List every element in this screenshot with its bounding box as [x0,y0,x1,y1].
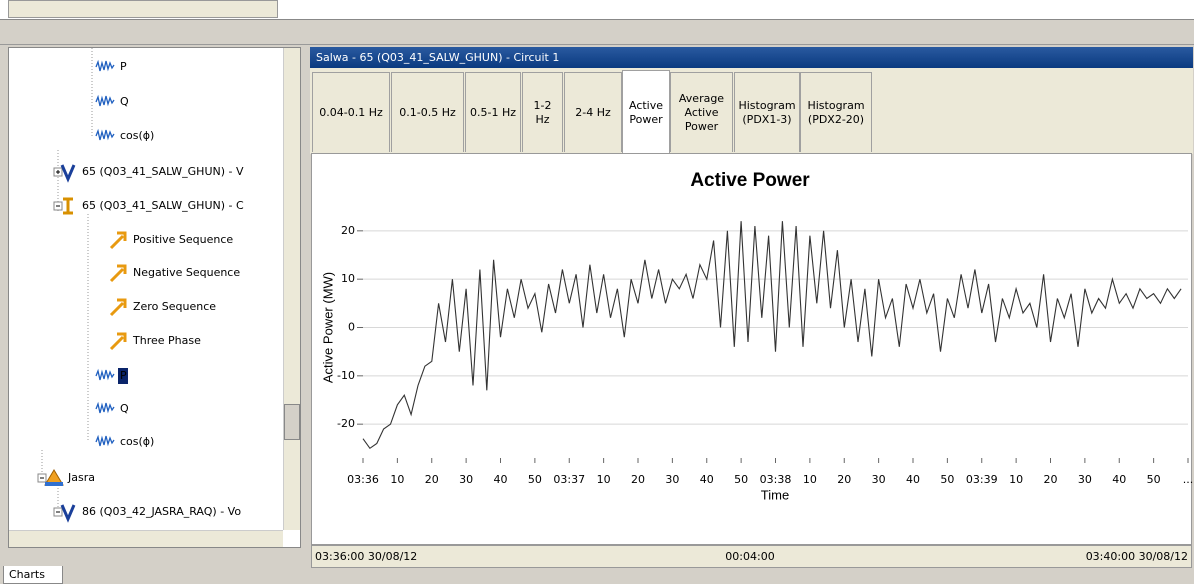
tab[interactable]: 0.04-0.1 Hz [312,72,390,152]
x-tick-label: 50 [528,473,542,486]
tab[interactable]: Average Active Power [670,72,733,152]
tree-item[interactable]: Zero Sequence [133,300,216,313]
y-axis-label: Active Power (MW) [320,272,335,383]
x-tick-label: 10 [1009,473,1023,486]
sequence-icon [109,231,127,250]
x-tick-label: 40 [906,473,920,486]
wave-icon [95,128,115,141]
tab[interactable]: 0.5-1 Hz [465,72,521,152]
tree-item[interactable]: Three Phase [132,334,201,347]
chart-title: Active Power [690,170,810,191]
x-tick-label: 03:38 [760,473,792,486]
x-tick-label: ... [1183,473,1194,486]
x-tick-label: 10 [803,473,817,486]
wave-icon [95,434,115,447]
tree-item[interactable]: P [120,369,127,382]
x-tick-label: 30 [665,473,679,486]
x-tick-label: 30 [872,473,886,486]
tree-item[interactable]: Negative Sequence [133,266,240,279]
data-line [362,221,1182,450]
x-tick-label: 40 [1112,473,1126,486]
x-axis-label: Time [761,487,789,502]
wave-icon [95,94,115,107]
status-duration: 00:04:00 [725,550,774,563]
x-tick-label: 40 [700,473,714,486]
chart-area [311,153,1192,545]
voltage-icon [60,164,76,183]
panel-title: Salwa - 65 (Q03_41_SALW_GHUN) - Circuit … [316,51,560,64]
x-tick-label: 10 [390,473,404,486]
tree-item[interactable]: 65 (Q03_41_SALW_GHUN) - C [82,199,244,212]
tree-item[interactable]: P [120,60,127,73]
tab[interactable]: 0.1-0.5 Hz [391,72,464,152]
wave-icon [95,401,115,414]
tree-item[interactable]: 65 (Q03_41_SALW_GHUN) - V [82,165,244,178]
x-tick-label: 50 [940,473,954,486]
bottom-tab-label[interactable]: Charts [9,568,45,581]
tree-item[interactable]: Jasra [67,471,95,484]
wave-icon [95,368,115,381]
tree-item[interactable]: Positive Sequence [133,233,233,246]
x-tick-label: 03:37 [553,473,585,486]
y-tick-label: 0 [348,321,355,334]
x-tick-label: 20 [1044,473,1058,486]
x-tick-label: 20 [631,473,645,486]
sequence-icon [109,264,127,283]
status-start: 03:36:00 30/08/12 [315,550,417,563]
splitter [0,20,1194,45]
x-tick-label: 03:36 [347,473,379,486]
selection [118,368,128,384]
current-icon [63,197,73,215]
y-tick-label: 10 [341,272,355,285]
wave-icon [95,59,115,72]
x-tick-label: 30 [1078,473,1092,486]
x-tick-label: 10 [597,473,611,486]
sequence-icon [109,332,127,351]
x-tick-label: 20 [425,473,439,486]
sequence-icon [109,298,127,317]
tree-lines [41,48,93,512]
tree-item[interactable]: 86 (Q03_42_JASRA_RAQ) - Vo [82,505,241,518]
y-tick-label: -20 [337,417,355,430]
tree-item[interactable]: Q [120,95,129,108]
panel-title-bar [310,47,1193,68]
tab[interactable]: Histogram (PDX1-3) [734,72,800,152]
tree-item[interactable]: cos(ϕ) [120,129,154,142]
x-tick-label: 50 [1147,473,1161,486]
x-tick-label: 40 [494,473,508,486]
x-tick-label: 03:39 [966,473,998,486]
station-base [45,482,63,486]
top-toolbar [0,0,1194,20]
scroll-thumb[interactable] [284,404,300,440]
top-combo[interactable] [8,0,278,18]
tab[interactable]: 1-2 Hz [522,72,563,152]
tab[interactable]: Active Power [622,70,670,154]
tab[interactable]: Histogram (PDX2-20) [800,72,872,152]
tree-item[interactable]: cos(ϕ) [120,435,154,448]
status-bar [311,545,1192,568]
tree-item[interactable]: Q [120,402,129,415]
y-tick-label: 20 [341,224,355,237]
x-tick-label: 30 [459,473,473,486]
x-tick-label: 50 [734,473,748,486]
status-end: 03:40:00 30/08/12 [1086,550,1188,563]
y-tick-label: -10 [337,369,355,382]
tree-pane [8,47,301,548]
h-scrollbar[interactable] [9,530,283,547]
voltage-icon [60,504,76,523]
x-tick-label: 20 [837,473,851,486]
tab[interactable]: 2-4 Hz [564,72,622,152]
